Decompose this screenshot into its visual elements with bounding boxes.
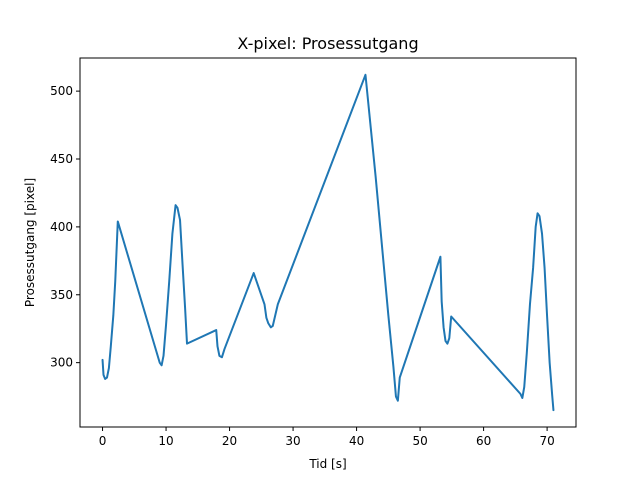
series-line [101,73,555,412]
x-tick-label: 10 [158,434,173,448]
x-axis-ticks: 0 10 20 30 40 50 60 70 [99,427,555,448]
x-axis-label: Tid [s] [308,457,346,471]
x-tick-label: 20 [222,434,237,448]
x-tick-label: 30 [285,434,300,448]
x-tick-label: 60 [476,434,491,448]
x-tick-label: 40 [349,434,364,448]
y-tick-label: 500 [50,84,73,98]
y-tick-label: 350 [50,288,73,302]
y-tick-label: 300 [50,356,73,370]
x-tick-label: 0 [99,434,107,448]
chart-title: X-pixel: Prosessutgang [237,34,418,53]
x-tick-label: 50 [412,434,427,448]
y-tick-label: 400 [50,220,73,234]
y-axis-ticks: 300 350 400 450 500 [50,84,80,370]
plot-area [101,73,555,412]
axes-frame [79,57,577,428]
y-axis-label: Prosessutgang [pixel] [23,178,37,307]
y-tick-label: 450 [50,152,73,166]
x-tick-label: 70 [539,434,554,448]
